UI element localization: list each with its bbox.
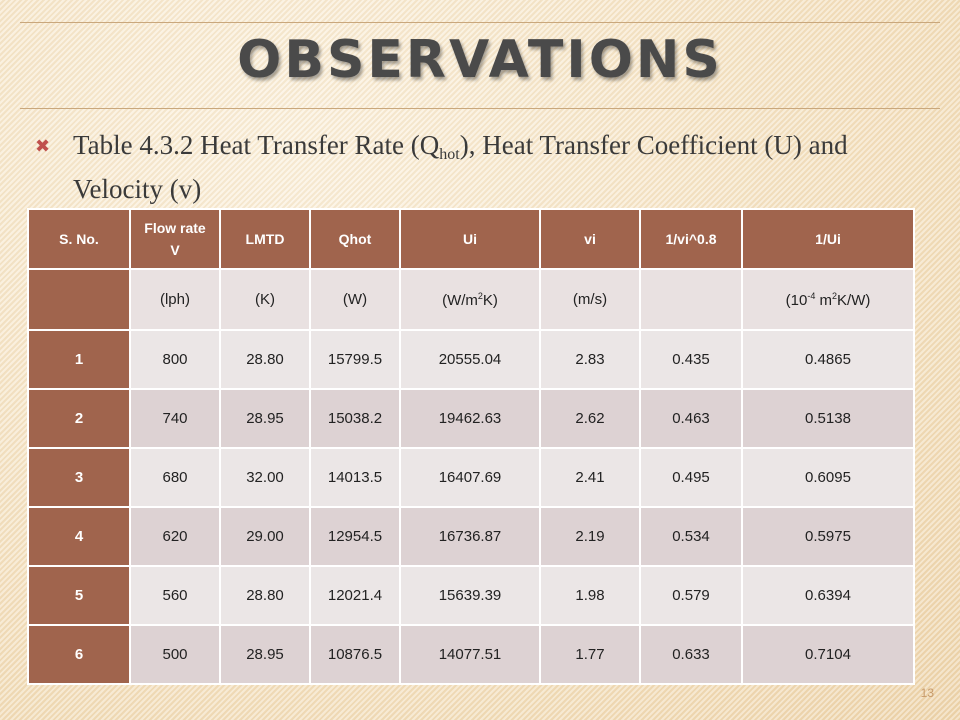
cell-ui: 16407.69 [399, 447, 541, 508]
cell-ui: 15639.39 [399, 565, 541, 626]
header-flow-line2: V [170, 242, 180, 258]
bullet-item: ✖ Table 4.3.2 Heat Transfer Rate (Qhot),… [35, 128, 935, 206]
cell-inv-ui: 0.7104 [741, 624, 915, 685]
cell-inv-ui: 0.5975 [741, 506, 915, 567]
cell-lmtd: 28.80 [219, 565, 311, 626]
cell-inv-ui: 0.6394 [741, 565, 915, 626]
unit-inv-sup2: 2 [832, 290, 838, 301]
cell-lmtd: 28.95 [219, 624, 311, 685]
cell-ui: 20555.04 [399, 329, 541, 390]
table-row: 4 620 29.00 12954.5 16736.87 2.19 0.534 … [27, 506, 915, 567]
unit-inv-ui: (10-4 m2K/W) [741, 268, 915, 331]
header-inv-ui: 1/Ui [741, 208, 915, 270]
cell-sno: 5 [27, 565, 131, 626]
cell-qhot: 10876.5 [309, 624, 401, 685]
cell-vi: 2.83 [539, 329, 641, 390]
unit-qhot: (W) [309, 268, 401, 331]
unit-inv-pre: (10 [785, 291, 808, 309]
table-row: 5 560 28.80 12021.4 15639.39 1.98 0.579 … [27, 565, 915, 626]
cell-sno: 4 [27, 506, 131, 567]
header-flow-rate: Flow rate V [129, 208, 221, 270]
cell-vi-pow: 0.495 [639, 447, 743, 508]
table-caption: Table 4.3.2 Heat Transfer Rate (Qhot), H… [73, 128, 935, 206]
cell-qhot: 15038.2 [309, 388, 401, 449]
cell-flow: 500 [129, 624, 221, 685]
cell-vi-pow: 0.463 [639, 388, 743, 449]
cell-flow: 740 [129, 388, 221, 449]
header-vi-pow: 1/vi^0.8 [639, 208, 743, 270]
unit-inv-mid: m [815, 291, 833, 309]
slide-title: OBSERVATIONS [237, 30, 723, 90]
cell-ui: 16736.87 [399, 506, 541, 567]
units-row: (lph) (K) (W) (W/m2K) (m/s) (10-4 m2K/W) [27, 268, 915, 331]
x-bullet-icon: ✖ [35, 136, 51, 157]
cell-qhot: 15799.5 [309, 329, 401, 390]
caption-part-1: Table 4.3.2 Heat Transfer Rate (Q [73, 130, 440, 160]
unit-ui-pre: (W/m [442, 291, 478, 309]
cell-vi-pow: 0.633 [639, 624, 743, 685]
cell-vi: 2.62 [539, 388, 641, 449]
cell-sno: 3 [27, 447, 131, 508]
header-lmtd: LMTD [219, 208, 311, 270]
cell-lmtd: 29.00 [219, 506, 311, 567]
unit-ui: (W/m2K) [399, 268, 541, 331]
cell-inv-ui: 0.4865 [741, 329, 915, 390]
cell-ui: 19462.63 [399, 388, 541, 449]
top-rule [20, 22, 940, 23]
cell-vi: 2.41 [539, 447, 641, 508]
header-sno: S. No. [27, 208, 131, 270]
caption-subscript: hot [439, 146, 460, 163]
cell-vi: 1.77 [539, 624, 641, 685]
cell-inv-ui: 0.6095 [741, 447, 915, 508]
cell-vi: 2.19 [539, 506, 641, 567]
unit-lmtd: (K) [219, 268, 311, 331]
cell-qhot: 12021.4 [309, 565, 401, 626]
cell-flow: 560 [129, 565, 221, 626]
unit-sno [27, 268, 131, 331]
cell-sno: 1 [27, 329, 131, 390]
unit-ui-sup: 2 [477, 290, 483, 301]
cell-vi-pow: 0.435 [639, 329, 743, 390]
cell-flow: 800 [129, 329, 221, 390]
observations-table: S. No. Flow rate V LMTD Qhot Ui vi 1/vi^… [27, 208, 915, 685]
cell-vi-pow: 0.579 [639, 565, 743, 626]
table-row: 3 680 32.00 14013.5 16407.69 2.41 0.495 … [27, 447, 915, 508]
unit-flow: (lph) [129, 268, 221, 331]
table-row: 1 800 28.80 15799.5 20555.04 2.83 0.435 … [27, 329, 915, 390]
cell-lmtd: 28.80 [219, 329, 311, 390]
unit-inv-sup1: -4 [807, 290, 816, 301]
table-row: 6 500 28.95 10876.5 14077.51 1.77 0.633 … [27, 624, 915, 685]
cell-flow: 620 [129, 506, 221, 567]
unit-vi-pow [639, 268, 743, 331]
header-vi: vi [539, 208, 641, 270]
cell-flow: 680 [129, 447, 221, 508]
cell-sno: 2 [27, 388, 131, 449]
cell-ui: 14077.51 [399, 624, 541, 685]
cell-lmtd: 28.95 [219, 388, 311, 449]
unit-ui-post: K) [482, 291, 498, 309]
cell-inv-ui: 0.5138 [741, 388, 915, 449]
title-underline [20, 108, 940, 109]
unit-inv-post: K/W) [837, 291, 871, 309]
table-row: 2 740 28.95 15038.2 19462.63 2.62 0.463 … [27, 388, 915, 449]
unit-vi: (m/s) [539, 268, 641, 331]
cell-sno: 6 [27, 624, 131, 685]
header-row: S. No. Flow rate V LMTD Qhot Ui vi 1/vi^… [27, 208, 915, 270]
header-flow-line1: Flow rate [144, 220, 206, 236]
cell-qhot: 12954.5 [309, 506, 401, 567]
cell-lmtd: 32.00 [219, 447, 311, 508]
caption-part-2: ), Heat Transfer Coefficient (U) and Vel… [73, 130, 848, 204]
cell-vi: 1.98 [539, 565, 641, 626]
page-number: 13 [920, 686, 934, 700]
header-qhot: Qhot [309, 208, 401, 270]
header-ui: Ui [399, 208, 541, 270]
cell-qhot: 14013.5 [309, 447, 401, 508]
cell-vi-pow: 0.534 [639, 506, 743, 567]
